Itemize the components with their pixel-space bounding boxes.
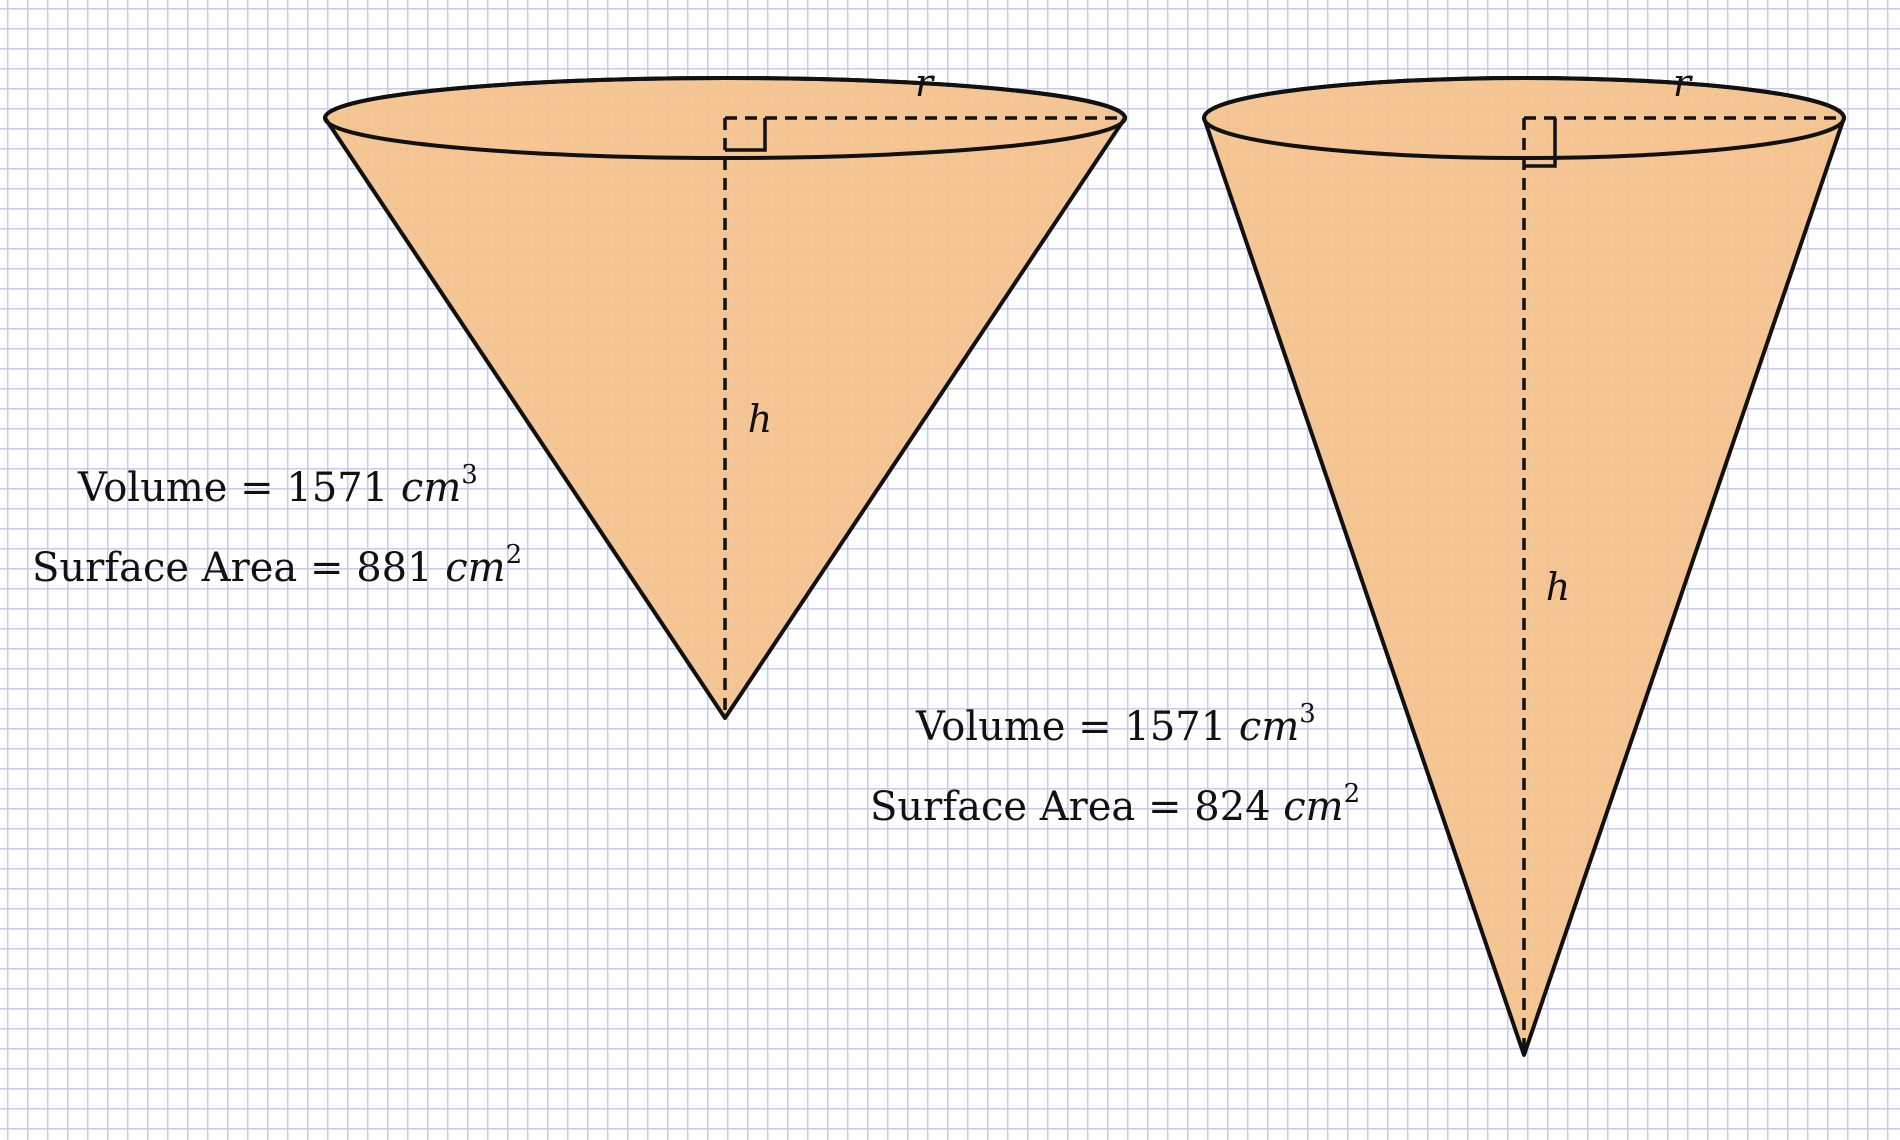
surface-area-value: 881 — [356, 545, 433, 591]
volume-unit-exponent: 3 — [1299, 699, 1316, 729]
cone-1-height-label: h — [748, 397, 772, 441]
surface-area-unit-exponent: 2 — [1343, 779, 1361, 809]
surface-area-label: Surface Area = — [870, 784, 1195, 830]
cone-1-radius-label: r — [915, 61, 936, 105]
volume-value: 1571 — [1124, 704, 1227, 750]
surface-area-label: Surface Area = — [32, 545, 357, 591]
cone-1: r h — [323, 61, 1127, 720]
surface-area-unit: cm — [445, 545, 506, 591]
volume-label: Volume = — [78, 465, 287, 511]
surface-area-value: 824 — [1194, 784, 1271, 830]
cone-1-surface-area: Surface Area = 881 cm2 — [32, 542, 522, 588]
volume-value: 1571 — [286, 465, 389, 511]
surface-area-unit: cm — [1283, 784, 1344, 830]
cone-2-height-label: h — [1546, 565, 1570, 609]
cone-2-radius-label: r — [1673, 61, 1694, 105]
cone-2-surface-area: Surface Area = 824 cm2 — [870, 781, 1360, 827]
cone-1-volume: Volume = 1571 cm3 — [78, 462, 478, 508]
volume-unit: cm — [1238, 704, 1300, 750]
cone-2-right-angle-marker — [1524, 118, 1557, 168]
cone-2-volume: Volume = 1571 cm3 — [916, 701, 1316, 747]
volume-unit: cm — [400, 465, 462, 511]
cone-2: r h — [1202, 61, 1846, 1057]
surface-area-unit-exponent: 2 — [505, 540, 523, 570]
volume-unit-exponent: 3 — [461, 460, 478, 490]
cone-1-right-angle-marker — [725, 118, 767, 152]
volume-label: Volume = — [916, 704, 1125, 750]
